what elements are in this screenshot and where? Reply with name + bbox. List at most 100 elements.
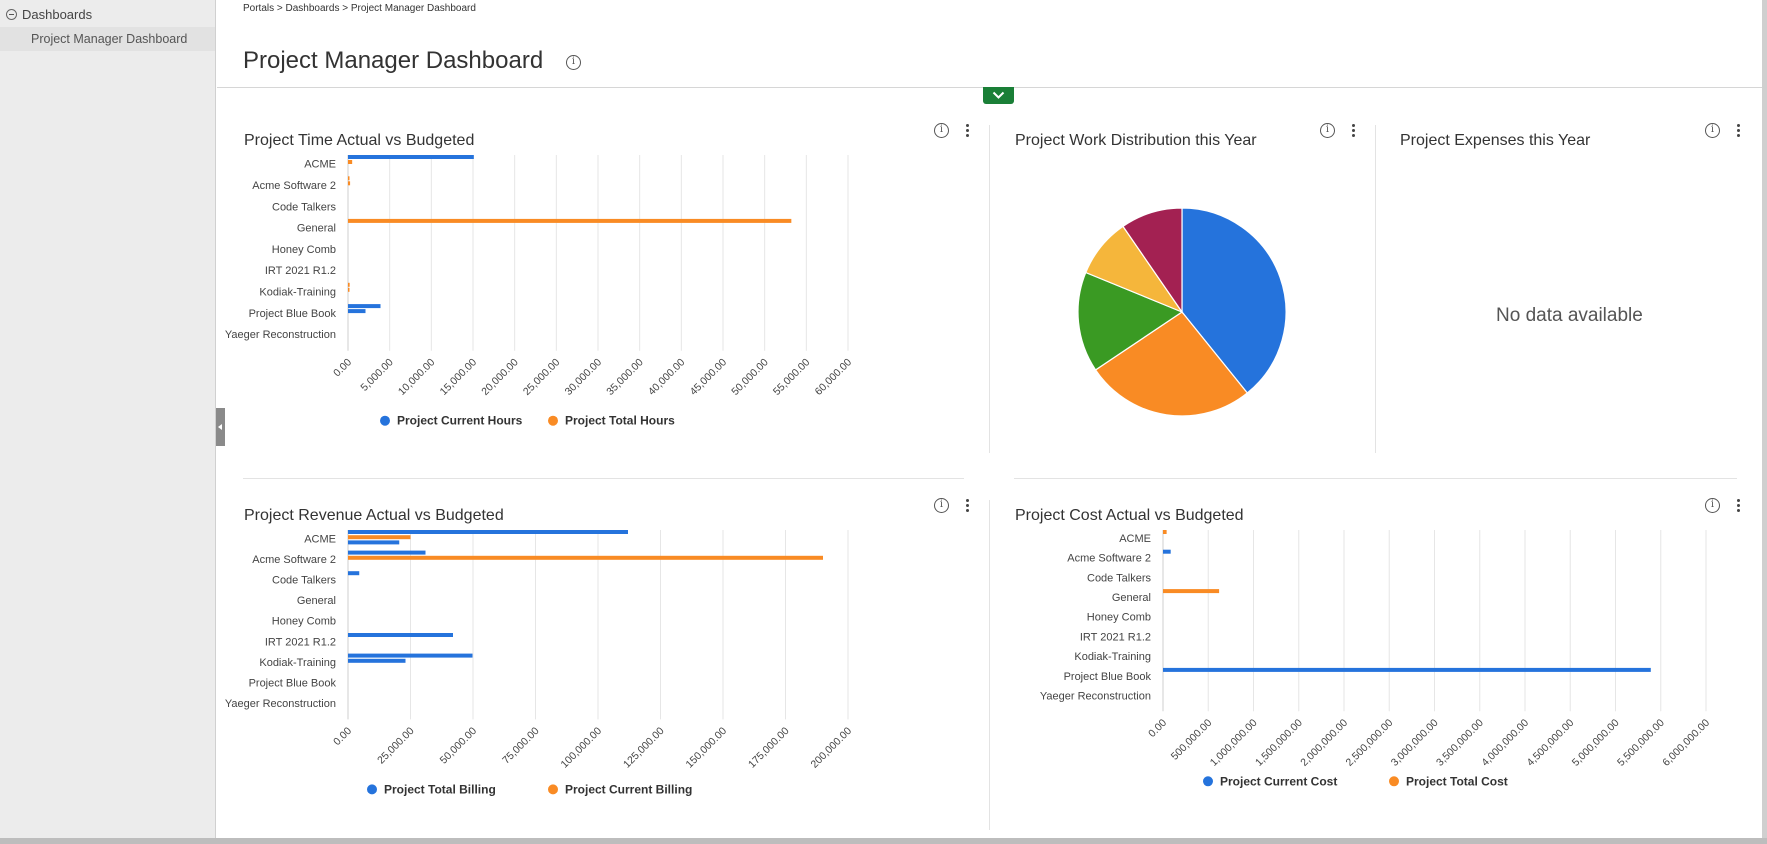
legend-marker bbox=[1389, 776, 1399, 787]
x-tick-label: 40,000.00 bbox=[646, 356, 688, 398]
x-tick-label: 10,000.00 bbox=[396, 356, 438, 398]
x-tick-label: 25,000.00 bbox=[521, 356, 563, 398]
widget-title-time: Project Time Actual vs Budgeted bbox=[244, 132, 475, 149]
legend-marker bbox=[1203, 776, 1213, 787]
x-tick-label: 3,500,000.00 bbox=[1434, 717, 1486, 769]
y-tick-label: Kodiak-Training bbox=[259, 286, 336, 298]
y-tick-label: General bbox=[297, 595, 336, 607]
x-tick-label: 150,000.00 bbox=[683, 725, 729, 771]
bar-kodiak-training bbox=[348, 658, 406, 663]
kebab-menu-icon[interactable] bbox=[964, 499, 970, 515]
legend-marker bbox=[548, 415, 558, 426]
info-icon[interactable]: i bbox=[1320, 123, 1335, 138]
legend-marker bbox=[548, 784, 558, 795]
pie-slice bbox=[1077, 271, 1184, 371]
sidebar-item-project-manager-dashboard[interactable]: Project Manager Dashboard bbox=[0, 27, 215, 51]
y-tick-label: General bbox=[297, 223, 336, 235]
x-tick-label: 75,000.00 bbox=[500, 725, 542, 767]
kebab-menu-icon[interactable] bbox=[964, 124, 970, 140]
bar-acme-software-2 bbox=[348, 550, 426, 555]
bar-acme bbox=[348, 535, 411, 540]
kebab-menu-icon[interactable] bbox=[1735, 499, 1741, 515]
x-tick-label: 2,500,000.00 bbox=[1344, 717, 1396, 769]
legend-label: Project Current Hours bbox=[397, 414, 523, 428]
vertical-scrollbar[interactable] bbox=[1762, 0, 1767, 840]
info-icon[interactable]: i bbox=[1705, 123, 1720, 138]
y-tick-label: Kodiak-Training bbox=[259, 657, 336, 669]
x-tick-label: 100,000.00 bbox=[558, 725, 604, 771]
bar-acme bbox=[348, 155, 474, 159]
y-tick-label: IRT 2021 R1.2 bbox=[265, 265, 336, 277]
bar-acme bbox=[348, 160, 353, 164]
pie-slice bbox=[1181, 207, 1287, 394]
y-tick-label: Yaeger Reconstruction bbox=[225, 698, 336, 710]
horizontal-scrollbar[interactable] bbox=[0, 838, 1767, 844]
widget-title-expenses: Project Expenses this Year bbox=[1400, 132, 1591, 149]
x-tick-label: 4,000,000.00 bbox=[1479, 717, 1531, 769]
x-tick-label: 5,000,000.00 bbox=[1570, 717, 1622, 769]
info-icon[interactable]: i bbox=[934, 498, 949, 513]
x-tick-label: 5,000.00 bbox=[358, 356, 395, 393]
x-tick-label: 0.00 bbox=[1146, 717, 1169, 740]
y-tick-label: Honey Comb bbox=[272, 244, 336, 256]
bar-acme bbox=[1163, 530, 1167, 534]
chart-revenue: 0.00 25,000.00 50,000.00 75,000.00 100,000.0… bbox=[225, 530, 854, 796]
minus-circle-icon[interactable] bbox=[6, 8, 17, 20]
chevron-down-icon bbox=[992, 91, 1005, 99]
x-tick-label: 60,000.00 bbox=[813, 356, 855, 398]
x-tick-label: 30,000.00 bbox=[563, 356, 605, 398]
x-tick-label: 45,000.00 bbox=[688, 356, 730, 398]
y-tick-label: Code Talkers bbox=[1087, 572, 1151, 584]
y-tick-label: Acme Software 2 bbox=[1067, 553, 1151, 565]
info-icon[interactable]: i bbox=[934, 123, 949, 138]
widget-title-revenue: Project Revenue Actual vs Budgeted bbox=[244, 507, 504, 524]
y-tick-label: ACME bbox=[1119, 533, 1151, 545]
sidebar: Dashboards Project Manager Dashboard bbox=[0, 0, 216, 844]
x-tick-label: 35,000.00 bbox=[604, 356, 646, 398]
y-tick-label: Yaeger Reconstruction bbox=[225, 329, 336, 341]
bar-kodiak-training bbox=[348, 287, 350, 292]
sidebar-group-label[interactable]: Dashboards bbox=[22, 6, 93, 22]
info-icon[interactable]: i bbox=[1705, 498, 1720, 513]
bar-irt-2021-r1-2 bbox=[348, 633, 453, 637]
x-tick-label: 4,500,000.00 bbox=[1525, 717, 1577, 769]
y-tick-label: Yaeger Reconstruction bbox=[1040, 690, 1151, 702]
legend-label: Project Total Hours bbox=[565, 414, 675, 428]
sidebar-collapse-handle[interactable] bbox=[216, 408, 225, 446]
y-tick-label: Code Talkers bbox=[272, 575, 336, 587]
y-tick-label: ACME bbox=[304, 533, 336, 545]
bar-project-blue-book bbox=[348, 304, 381, 309]
y-tick-label: IRT 2021 R1.2 bbox=[1080, 631, 1151, 643]
y-tick-label: General bbox=[1112, 592, 1151, 604]
kebab-menu-icon[interactable] bbox=[1350, 124, 1356, 140]
x-tick-label: 5,500,000.00 bbox=[1615, 717, 1667, 769]
breadcrumb[interactable]: Portals > Dashboards > Project Manager D… bbox=[243, 3, 476, 14]
x-tick-label: 1,500,000.00 bbox=[1253, 717, 1305, 769]
expand-header-button[interactable] bbox=[983, 87, 1014, 104]
y-tick-label: Code Talkers bbox=[272, 201, 336, 213]
bar-project-blue-book bbox=[1163, 667, 1651, 672]
kebab-menu-icon[interactable] bbox=[1735, 124, 1741, 140]
x-tick-label: 25,000.00 bbox=[375, 725, 417, 767]
bar-acme-software-2 bbox=[348, 555, 823, 560]
no-data-message: No data available bbox=[1496, 305, 1643, 326]
widget-divider bbox=[989, 500, 990, 830]
pie-slice bbox=[1122, 207, 1183, 314]
widget-divider bbox=[1375, 125, 1376, 453]
x-tick-label: 125,000.00 bbox=[621, 725, 667, 771]
sidebar-group-dashboards[interactable]: Dashboards bbox=[6, 6, 92, 22]
bar-code-talkers bbox=[348, 571, 360, 576]
bar-acme bbox=[348, 540, 400, 545]
chart-time: 0.00 5,000.00 10,000.00 15,000.00 20,000.00 2… bbox=[225, 155, 855, 428]
x-tick-label: 0.00 bbox=[331, 725, 354, 748]
x-tick-label: 3,000,000.00 bbox=[1389, 717, 1441, 769]
x-tick-label: 20,000.00 bbox=[479, 356, 521, 398]
y-tick-label: Project Blue Book bbox=[249, 678, 337, 690]
pie-slice bbox=[1094, 311, 1249, 417]
legend-marker bbox=[367, 784, 377, 795]
info-icon[interactable]: i bbox=[566, 55, 581, 70]
y-tick-label: IRT 2021 R1.2 bbox=[265, 636, 336, 648]
y-tick-label: Project Blue Book bbox=[249, 308, 337, 320]
bar-general bbox=[348, 218, 792, 223]
y-tick-label: Acme Software 2 bbox=[252, 554, 336, 566]
